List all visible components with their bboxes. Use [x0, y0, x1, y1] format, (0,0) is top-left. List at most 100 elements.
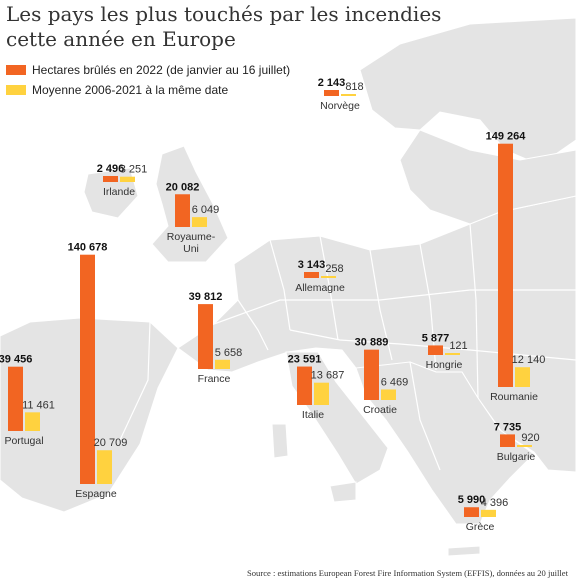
country-group-norvege: 2 143 818 Norvège — [318, 77, 364, 112]
bar-average-hongrie — [445, 353, 460, 355]
country-name-royaume-uni: Royaume- — [167, 231, 216, 243]
value-label-average-norvege: 818 — [345, 81, 363, 93]
country-group-france: 39 812 5 658 France — [189, 291, 243, 385]
country-border-0 — [237, 299, 269, 351]
country-name-roumanie: Roumanie — [490, 391, 538, 403]
bar-2022-roumanie — [498, 143, 513, 387]
country-name-bulgarie: Bulgarie — [497, 451, 536, 463]
value-label-average-hongrie: 121 — [449, 340, 467, 352]
value-label-2022-italie: 23 591 — [288, 354, 322, 366]
country-group-allemagne: 3 143 258 Allemagne — [295, 259, 345, 294]
value-label-average-espagne: 20 709 — [94, 437, 128, 449]
value-label-average-italie: 13 687 — [311, 370, 345, 382]
value-label-average-grece: 4 396 — [481, 497, 509, 509]
bar-average-bulgarie — [517, 445, 532, 447]
chart-title-line-2: cette année en Europe — [6, 27, 236, 51]
country-name-allemagne: Allemagne — [295, 282, 345, 294]
country-border-9 — [409, 361, 441, 471]
bar-average-royaume-uni — [192, 217, 207, 227]
country-name-france: France — [198, 373, 231, 385]
country-name-hongrie: Hongrie — [426, 359, 463, 371]
legend-item-2022: Hectares brûlés en 2022 (de janvier au 1… — [6, 63, 290, 77]
country-name-espagne: Espagne — [75, 488, 117, 500]
value-label-average-roumanie: 12 140 — [512, 354, 546, 366]
bar-2022-bulgarie — [500, 434, 515, 447]
value-label-2022-bulgarie: 7 735 — [494, 421, 522, 433]
country-group-espagne: 140 678 20 709 Espagne — [68, 242, 128, 500]
bar-2022-portugal — [8, 366, 23, 431]
value-label-2022-norvege: 2 143 — [318, 77, 346, 89]
value-label-2022-hongrie: 5 877 — [422, 332, 450, 344]
bar-average-espagne — [97, 450, 112, 484]
bar-2022-france — [198, 304, 213, 369]
source-note: Source : estimations European Forest Fir… — [246, 568, 568, 578]
country-border-8 — [119, 321, 151, 441]
bar-average-grece — [481, 509, 496, 517]
country-group-italie: 23 591 13 687 Italie — [288, 354, 345, 421]
country-name-portugal: Portugal — [4, 435, 43, 447]
country-border-2 — [319, 235, 339, 341]
legend-swatch-2022 — [6, 65, 26, 75]
legend-swatch-average — [6, 85, 26, 95]
map-region-crete — [447, 545, 481, 557]
bar-average-norvege — [341, 94, 356, 96]
country-border-5 — [469, 223, 479, 399]
bar-2022-royaume-uni — [175, 194, 190, 227]
value-label-2022-allemagne: 3 143 — [298, 259, 326, 271]
bar-2022-allemagne — [304, 272, 319, 278]
country-name-grece: Grèce — [466, 521, 495, 533]
value-label-average-portugal: 11 461 — [22, 399, 55, 411]
value-label-2022-espagne: 140 678 — [68, 242, 108, 254]
value-label-average-irlande: 3 251 — [120, 164, 148, 176]
bar-average-portugal — [25, 412, 40, 431]
bar-2022-italie — [297, 366, 312, 405]
country-group-roumanie: 149 264 12 140 Roumanie — [486, 131, 546, 403]
bar-average-france — [215, 359, 230, 369]
chart-title: Les pays les plus touchés par les incend… — [6, 2, 446, 52]
map-region-sicily — [329, 481, 357, 503]
value-label-2022-portugal: 39 456 — [0, 354, 32, 366]
bar-2022-espagne — [80, 254, 95, 484]
value-label-average-france: 5 658 — [215, 347, 243, 359]
value-label-2022-irlande: 2 496 — [97, 163, 125, 175]
bar-2022-grece — [464, 507, 479, 517]
country-border-1 — [269, 239, 291, 331]
bar-average-allemagne — [321, 276, 336, 278]
value-label-2022-croatie: 30 889 — [355, 337, 389, 349]
country-name-italie: Italie — [302, 409, 324, 421]
bar-2022-irlande — [103, 176, 118, 182]
bar-average-roumanie — [515, 367, 530, 387]
value-label-2022-roumanie: 149 264 — [486, 131, 527, 143]
bar-average-croatie — [381, 389, 396, 400]
legend-label-2022: Hectares brûlés en 2022 (de janvier au 1… — [32, 63, 291, 77]
map-region-balkans — [355, 361, 535, 525]
country-name-croatie: Croatie — [363, 404, 397, 416]
value-label-2022-france: 39 812 — [189, 291, 223, 303]
value-label-average-royaume-uni: 6 049 — [192, 204, 220, 216]
bar-2022-hongrie — [428, 345, 443, 355]
bar-average-irlande — [120, 176, 135, 182]
country-name-royaume-uni-2: Uni — [183, 243, 199, 255]
country-name-irlande: Irlande — [103, 186, 135, 198]
country-group-royaume-uni: 20 082 6 049 Royaume-Uni — [166, 181, 220, 255]
value-label-average-allemagne: 258 — [325, 263, 343, 275]
bar-2022-croatie — [364, 349, 379, 400]
legend-label-average: Moyenne 2006-2021 à la même date — [32, 83, 229, 97]
legend-item-average: Moyenne 2006-2021 à la même date — [6, 83, 228, 97]
value-label-2022-grece: 5 990 — [458, 494, 486, 506]
value-label-2022-royaume-uni: 20 082 — [166, 181, 200, 193]
map-region-sardinia — [271, 423, 289, 459]
bar-2022-norvege — [324, 90, 339, 96]
country-group-portugal: 39 456 11 461 Portugal — [0, 354, 55, 447]
country-name-norvege: Norvège — [320, 100, 360, 112]
country-group-croatie: 30 889 6 469 Croatie — [355, 337, 409, 416]
bar-average-italie — [314, 382, 329, 405]
value-label-average-bulgarie: 920 — [521, 432, 539, 444]
chart-title-line-1: Les pays les plus touchés par les incend… — [6, 2, 442, 26]
